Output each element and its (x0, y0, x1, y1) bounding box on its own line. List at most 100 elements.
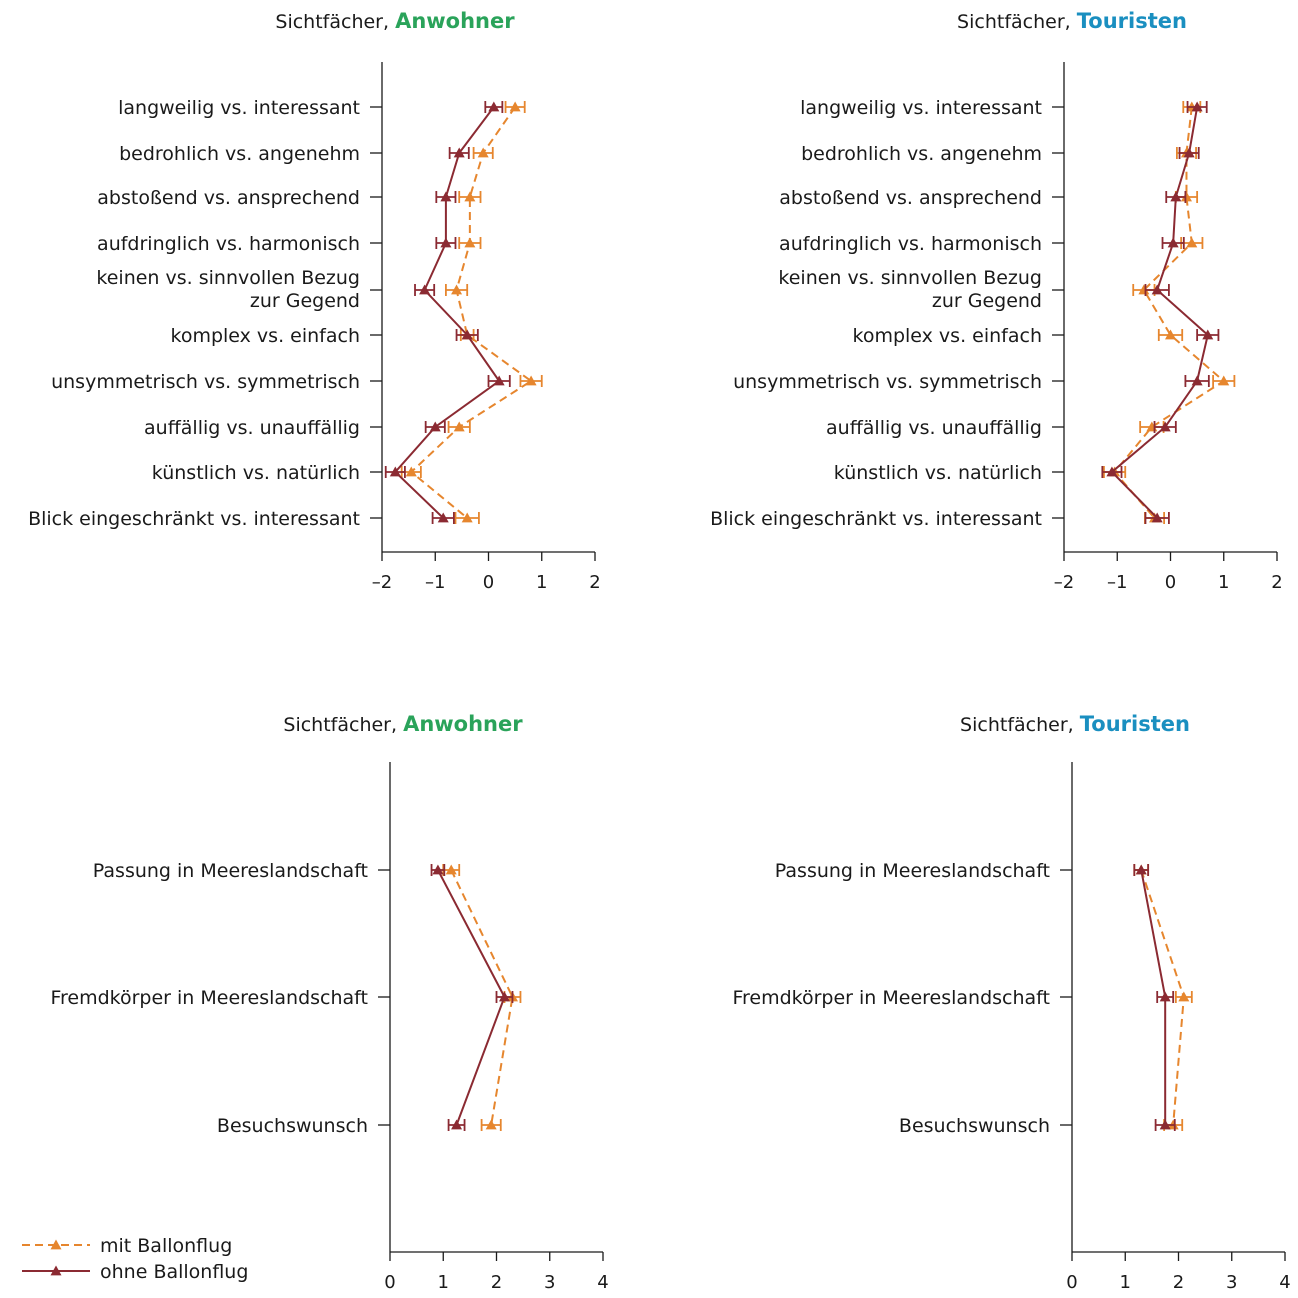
data-point (1165, 329, 1176, 340)
legend-marker (50, 1265, 62, 1276)
title-prefix: Sichtfächer, (957, 11, 1077, 33)
x-tick-label: 0 (483, 572, 494, 593)
data-point (432, 864, 444, 875)
data-point (493, 375, 505, 386)
category-label: auffällig vs. unauffällig (826, 417, 1042, 439)
data-point (1191, 101, 1203, 112)
category-label: Fremdkörper in Meereslandschaft (50, 987, 368, 1009)
category-label: unsymmetrisch vs. symmetrisch (51, 371, 360, 393)
series-line (1110, 106, 1209, 519)
category-label: abstoßend vs. ansprechend (97, 187, 360, 209)
data-point (440, 191, 452, 202)
category-label: Besuchswunsch (217, 1115, 368, 1137)
category-label: komplex vs. einfach (171, 325, 361, 347)
data-point (1180, 191, 1192, 202)
chart-panel-1: Sichtfächer, Anwohner –2 –1 0 1 2 langweilig v… (28, 9, 601, 593)
x-tick-label: 2 (1173, 1272, 1184, 1293)
title-prefix: Sichtfächer, (283, 714, 403, 736)
data-point (477, 147, 489, 158)
x-tick-label: 0 (384, 1272, 395, 1293)
data-point (1151, 284, 1163, 295)
data-point (437, 512, 449, 523)
data-point (1167, 237, 1179, 248)
data-point (488, 101, 500, 112)
x-tick-label: 4 (1279, 1272, 1290, 1293)
legend-label: ohne Ballonflug (100, 1261, 248, 1283)
data-point (451, 284, 463, 295)
chart-panel-2: Sichtfächer, Touristen –2 –1 0 1 2 langweilig … (710, 9, 1283, 593)
title-group: Anwohner (395, 9, 515, 33)
x-tick-label: 0 (1066, 1272, 1077, 1293)
x-tick-label: –1 (1107, 572, 1127, 593)
x-tick-label: –1 (425, 572, 445, 593)
data-point (1183, 147, 1195, 158)
category-label: komplex vs. einfach (853, 325, 1043, 347)
chart-title: Sichtfächer, Touristen (960, 712, 1190, 736)
category-label: künstlich vs. natürlich (152, 462, 360, 484)
data-point (1218, 375, 1230, 386)
data-point (498, 991, 510, 1002)
series-ohne-ballonflug (384, 101, 511, 524)
data-point (453, 147, 465, 158)
data-point (419, 284, 431, 295)
category-label: unsymmetrisch vs. symmetrisch (733, 371, 1042, 393)
category-label: Passung in Meereslandschaft (93, 860, 368, 882)
category-label: Besuchswunsch (899, 1115, 1050, 1137)
data-point (1170, 191, 1182, 202)
series-ohne-ballonflug (1133, 864, 1176, 1131)
data-point (1159, 991, 1171, 1002)
series-line (450, 869, 514, 1126)
data-point (1186, 237, 1198, 248)
series-mit-ballonflug (1103, 101, 1236, 524)
category-label: künstlich vs. natürlich (834, 462, 1042, 484)
data-point (1159, 421, 1171, 432)
category-label: bedrohlich vs. angenehm (119, 143, 360, 165)
category-label: Blick eingeschränkt vs. interessant (710, 508, 1042, 530)
category-label: abstoßend vs. ansprechend (779, 187, 1042, 209)
x-tick-label: 2 (589, 572, 600, 593)
category-label: auffällig vs. unauffällig (144, 417, 360, 439)
data-point (453, 421, 465, 432)
data-point (1138, 284, 1150, 295)
category-label: langweilig vs. interessant (118, 97, 360, 119)
chart-title: Sichtfächer, Anwohner (275, 9, 515, 33)
data-point (1159, 1119, 1171, 1130)
data-point (445, 864, 457, 875)
series-line (393, 106, 501, 519)
category-label: bedrohlich vs. angenehm (801, 143, 1042, 165)
data-point (464, 237, 476, 248)
x-tick-label: 3 (544, 1272, 555, 1293)
x-tick-label: 4 (597, 1272, 608, 1293)
x-tick-label: 0 (1165, 572, 1176, 593)
category-label: keinen vs. sinnvollen Bezug zur Gegend (96, 267, 360, 312)
data-point (509, 101, 521, 112)
data-point (405, 466, 417, 477)
data-point (1151, 512, 1163, 523)
category-label: aufdringlich vs. harmonisch (779, 233, 1042, 255)
chart-panel-4: Sichtfächer, Touristen 0 1 2 3 4 Passung in Me… (732, 712, 1290, 1293)
category-label: langweilig vs. interessant (800, 97, 1042, 119)
category-label-line: keinen vs. sinnvollen Bezug (778, 267, 1042, 289)
x-tick-label: –2 (1054, 572, 1074, 593)
data-point (451, 1119, 463, 1130)
title-group: Touristen (1077, 9, 1187, 33)
series-line (437, 869, 506, 1126)
data-point (1191, 375, 1203, 386)
data-point (389, 466, 401, 477)
legend-label: mit Ballonflug (100, 1235, 232, 1257)
chart-panel-3: Sichtfächer, Anwohner 0 1 2 3 4 Passung in Mee… (50, 712, 608, 1293)
title-prefix: Sichtfächer, (275, 11, 395, 33)
category-label: Passung in Meereslandschaft (775, 860, 1050, 882)
series-ohne-ballonflug (1101, 101, 1220, 524)
series-ohne-ballonflug (430, 864, 514, 1131)
x-tick-label: 1 (438, 1272, 449, 1293)
x-tick-label: 1 (1218, 572, 1229, 593)
title-prefix: Sichtfächer, (960, 714, 1080, 736)
x-tick-label: 2 (491, 1272, 502, 1293)
x-tick-label: 1 (1120, 1272, 1131, 1293)
category-label: Blick eingeschränkt vs. interessant (28, 508, 360, 530)
chart-title: Sichtfächer, Touristen (957, 9, 1187, 33)
data-point (485, 1119, 497, 1130)
series-line (409, 106, 533, 519)
